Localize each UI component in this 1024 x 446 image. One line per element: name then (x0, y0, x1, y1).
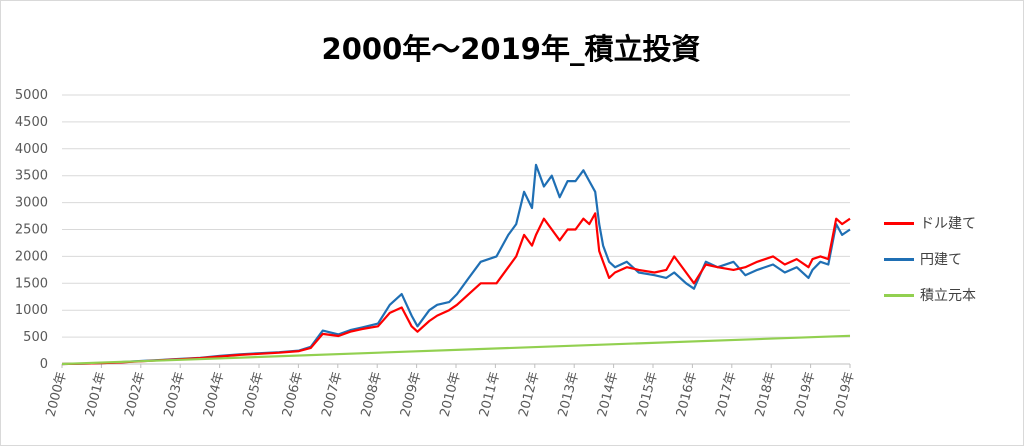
x-tick-label: 2019年 (792, 370, 818, 418)
legend-label-yen: 円建て (920, 252, 962, 268)
x-tick-label: 2002年 (122, 370, 148, 418)
x-tick-label: 2007年 (319, 370, 345, 418)
y-tick-label: 4000 (15, 142, 48, 157)
x-tick-label: 2011年 (477, 370, 503, 418)
x-tick-label: 2005年 (240, 370, 266, 418)
x-tick-label: 2006年 (280, 370, 306, 418)
x-tick-label: 2000年 (43, 370, 69, 418)
y-tick-label: 2500 (15, 223, 48, 238)
legend-swatch-yen (884, 257, 914, 261)
y-tick-label: 1000 (15, 303, 48, 318)
y-tick-label: 3500 (15, 169, 48, 184)
y-tick-label: 1500 (15, 276, 48, 291)
y-tick-label: 0 (40, 357, 48, 372)
series-line-0 (61, 212, 851, 366)
legend-label-dollar: ドル建て (920, 216, 976, 232)
legend-label-principal: 積立元本 (920, 288, 976, 304)
legend: ドル建て 円建て 積立元本 (884, 210, 976, 318)
x-tick-label: 2017年 (713, 370, 739, 418)
x-tick-label: 2013年 (556, 370, 582, 418)
legend-item-principal: 積立元本 (884, 282, 976, 308)
x-tick-label: 2010年 (437, 370, 463, 418)
x-tick-label: 2003年 (162, 370, 188, 418)
x-tick-label: 2019年 (831, 370, 857, 418)
x-tick-label: 2016年 (674, 370, 700, 418)
x-tick-label: 2018年 (753, 370, 779, 418)
legend-item-yen: 円建て (884, 246, 976, 272)
x-tick-label: 2014年 (595, 370, 621, 418)
x-tick-label: 2008年 (359, 370, 385, 418)
y-tick-label: 2000 (15, 249, 48, 264)
legend-swatch-dollar (884, 221, 914, 225)
x-tick-label: 2004年 (201, 370, 227, 418)
chart-title: 2000年〜2019年_積立投資 (321, 32, 701, 66)
series-line-1 (61, 163, 851, 366)
y-tick-label: 3000 (15, 196, 48, 211)
legend-swatch-principal (884, 293, 914, 297)
x-tick-label: 2012年 (516, 370, 542, 418)
x-tick-label: 2015年 (634, 370, 660, 418)
x-tick-label: 2009年 (398, 370, 424, 418)
legend-item-dollar: ドル建て (884, 210, 976, 236)
series-line-2 (61, 334, 851, 366)
y-tick-label: 5000 (15, 88, 48, 103)
y-tick-label: 500 (23, 330, 48, 345)
y-tick-label: 4500 (15, 115, 48, 130)
x-tick-label: 2001年 (83, 370, 109, 418)
